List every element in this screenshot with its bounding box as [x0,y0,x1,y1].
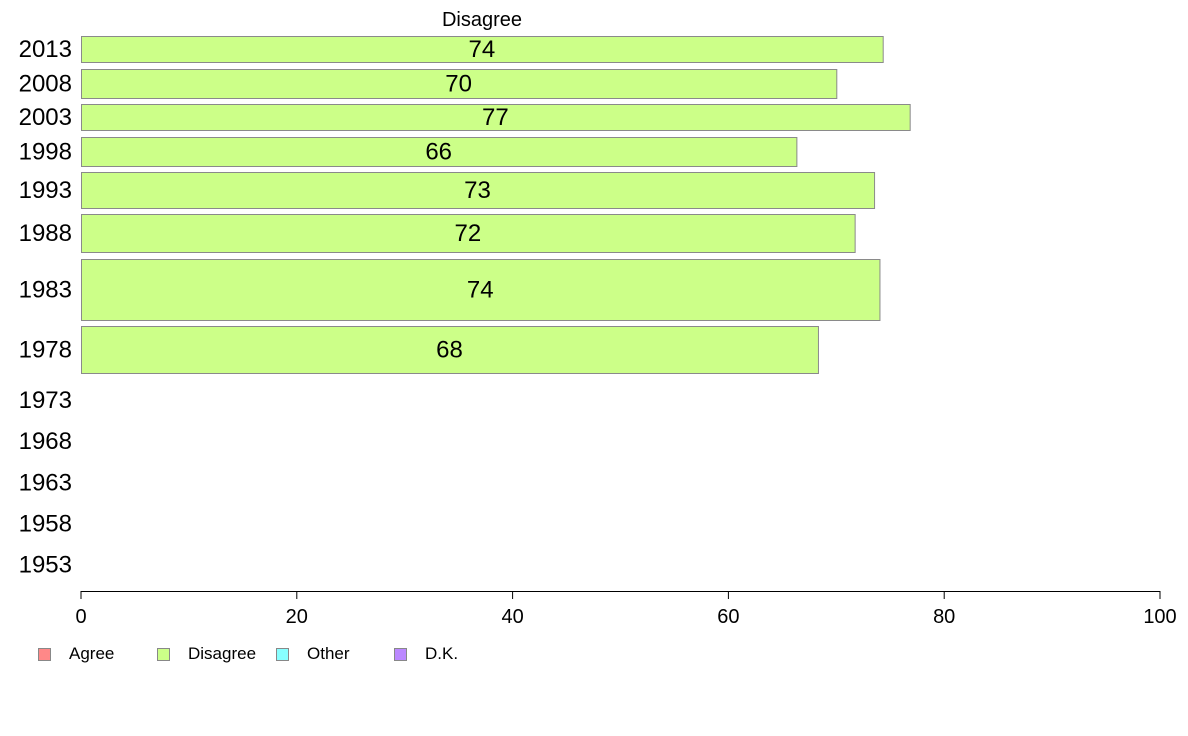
value-label-2003: 77 [482,104,509,131]
bar-2003 [81,104,911,131]
value-label-2008: 70 [445,71,472,98]
legend-item-other: Other [276,644,350,664]
bar-1998 [81,137,798,167]
legend-item-disagree: Disagree [157,644,256,664]
year-label-1953: 1953 [19,552,72,579]
year-label-1978: 1978 [19,337,72,364]
bar-2008 [81,69,838,99]
legend-label-agree: Agree [69,644,115,663]
legend-swatch-other [276,647,289,661]
year-label-2013: 2013 [19,36,72,63]
bar-1988 [81,214,856,253]
legend-label-other: Other [307,644,350,663]
value-label-2013: 74 [468,36,495,63]
legend-label-disagree: Disagree [188,644,257,663]
value-label-1983: 74 [467,277,494,304]
year-label-2003: 2003 [19,104,72,131]
legend-swatch-agree [38,647,51,661]
panel-title: Disagree [442,9,522,31]
year-label-1993: 1993 [19,177,72,204]
year-label-1958: 1958 [19,511,72,538]
year-label-1988: 1988 [19,220,72,247]
bar-1983 [81,259,881,321]
x-tick-label-100: 100 [1143,606,1176,628]
year-label-1963: 1963 [19,470,72,497]
bar-1993 [81,172,876,209]
year-label-2008: 2008 [19,71,72,98]
value-label-1993: 73 [464,177,491,204]
year-label-1973: 1973 [19,387,72,414]
x-tick-label-80: 80 [933,606,955,628]
x-tick-label-60: 60 [717,606,739,628]
bar-1978 [81,326,819,374]
x-tick-label-40: 40 [501,606,523,628]
bars-group: 74 70 77 66 73 72 74 68 [81,36,911,374]
value-label-1998: 66 [425,139,452,166]
year-label-1983: 1983 [19,277,72,304]
value-label-1978: 68 [436,337,463,364]
legend-item-agree: Agree [38,644,114,664]
legend-item-dk: D.K. [394,644,458,664]
bar-2013 [81,36,884,63]
x-axis: 0 20 40 60 80 100 [75,591,1177,628]
value-label-1988: 72 [454,220,481,247]
year-label-1968: 1968 [19,428,72,455]
x-tick-label-20: 20 [286,606,308,628]
legend-label-dk: D.K. [425,644,459,663]
year-label-1998: 1998 [19,139,72,166]
x-tick-label-0: 0 [75,606,86,628]
legend-swatch-disagree [157,647,170,661]
year-labels-group: 2013 2008 2003 1998 1993 1988 1983 1978 1973 1968… [19,36,72,579]
legend-swatch-dk [394,647,407,661]
